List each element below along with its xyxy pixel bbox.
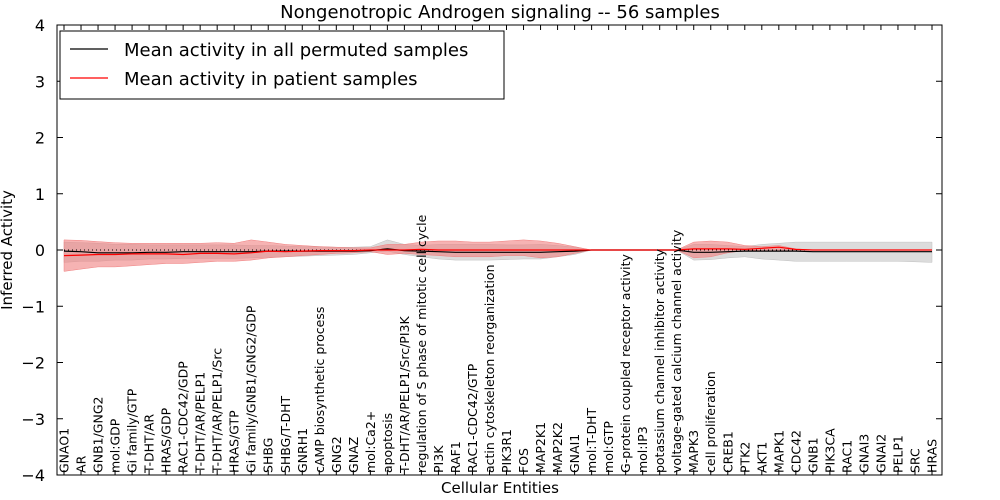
- category-label: GNAZ: [346, 437, 361, 473]
- category-label: HRAS/GDP: [159, 407, 174, 473]
- category-label: FOS: [516, 448, 531, 473]
- category-label: GNB1: [805, 437, 820, 473]
- category-label: cell proliferation: [703, 371, 718, 473]
- category-label: SRC: [908, 448, 923, 473]
- category-label: PIK3R1: [499, 429, 514, 473]
- legend: Mean activity in all permuted samples Me…: [59, 30, 505, 100]
- category-label: cAMP biosynthetic process: [312, 307, 327, 473]
- category-label: MAP2K2: [550, 422, 565, 473]
- category-label: actin cytoskeleton reorganization: [482, 264, 497, 473]
- legend-box: [59, 30, 505, 100]
- category-label: T-DHT/AR: [142, 414, 157, 474]
- series-lines: [63, 246, 932, 257]
- x-axis: [63, 25, 933, 475]
- y-tick-label: 1: [35, 185, 45, 204]
- series-line-patient: [63, 246, 932, 257]
- category-label: CREB1: [720, 431, 735, 473]
- category-label: mol:GDP: [108, 418, 123, 473]
- category-label: Gi family/GTP: [125, 388, 140, 473]
- category-label: mol:IP3: [635, 426, 650, 473]
- category-label: SHBG: [261, 438, 276, 473]
- legend-label-permuted: Mean activity in all permuted samples: [124, 40, 468, 61]
- y-tick-label: −3: [21, 410, 45, 429]
- category-label: G-protein coupled receptor activity: [618, 254, 633, 473]
- category-label: CDC42: [788, 430, 803, 473]
- legend-label-patient: Mean activity in patient samples: [124, 69, 418, 90]
- category-label: apoptosis: [380, 413, 395, 473]
- y-tick-label: −4: [21, 466, 45, 485]
- y-tick-label: 2: [35, 129, 45, 148]
- category-label: HRAS: [925, 439, 940, 473]
- category-labels: GNAO1 AR GNB1/GNG2 mol:GDP Gi family/GTP T-DH…: [57, 214, 940, 474]
- category-label: T-DHT/AR/PELP1/Src: [210, 348, 225, 474]
- category-label: T-DHT/AR/PELP1: [193, 372, 208, 474]
- category-label: MAPK1: [771, 430, 786, 473]
- category-label: AKT1: [754, 442, 769, 473]
- y-tick-label: 3: [35, 72, 45, 91]
- category-label: PTK2: [737, 442, 752, 473]
- category-label: mol:GTP: [601, 421, 616, 473]
- category-label: GNAI3: [856, 434, 871, 473]
- category-label: GNAO1: [57, 428, 72, 473]
- y-tick-label: −1: [21, 297, 45, 316]
- category-label: RAC1: [839, 440, 854, 473]
- confidence-bands: [63, 239, 933, 272]
- category-label: GNAI2: [873, 434, 888, 473]
- category-label: PIK3CA: [822, 428, 837, 473]
- category-label: regulation of S phase of mitotic cell cy…: [414, 214, 429, 473]
- y-tick-label: 4: [35, 16, 45, 35]
- y-tick-label: 0: [35, 241, 45, 260]
- y-tick-label: −2: [21, 354, 45, 373]
- x-axis-title: Cellular Entities: [441, 479, 559, 497]
- category-label: mol:Ca2+: [363, 411, 378, 473]
- y-axis: 4 3 2 1 0 −1 −2 −3 −4: [21, 16, 942, 485]
- category-label: voltage-gated calcium channel activity: [669, 229, 684, 473]
- category-label: GNB1/GNG2: [91, 397, 106, 473]
- category-label: PI3K: [431, 445, 446, 473]
- category-label: GNRH1: [295, 428, 310, 473]
- category-label: RAF1: [448, 441, 463, 473]
- category-label: T-DHT/AR/PELP1/Src/PI3K: [397, 316, 412, 474]
- category-label: SHBG/T-DHT: [278, 395, 293, 473]
- series-line-permuted: [63, 248, 932, 254]
- category-label: AR: [74, 455, 89, 473]
- category-label: GNAI1: [567, 434, 582, 473]
- category-label: mol:T-DHT: [584, 407, 599, 473]
- category-label: RAC1-CDC42/GDP: [176, 361, 191, 473]
- category-label: HRAS/GTP: [227, 410, 242, 473]
- category-label: Gi family/GNB1/GNG2/GDP: [244, 305, 259, 473]
- category-label: RAC1-CDC42/GTP: [465, 363, 480, 473]
- category-label: MAPK3: [686, 430, 701, 473]
- chart-title: Nongenotropic Androgen signaling -- 56 s…: [280, 2, 720, 23]
- category-label: GNG2: [329, 436, 344, 473]
- category-label: potassium channel inhibitor activity: [652, 248, 667, 473]
- category-label: PELP1: [891, 435, 906, 473]
- y-axis-title: Inferred Activity: [0, 190, 16, 310]
- category-label: MAP2K1: [533, 422, 548, 473]
